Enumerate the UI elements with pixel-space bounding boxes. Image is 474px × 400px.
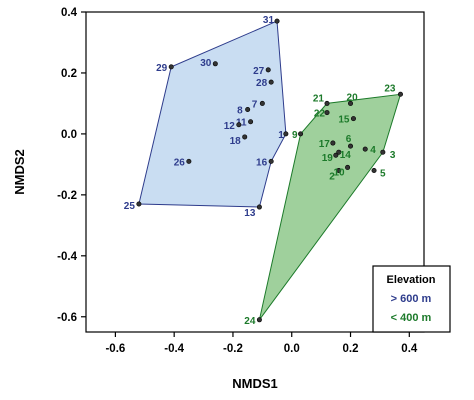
legend-box — [372, 265, 451, 333]
legend-entry-high: > 600 m — [391, 293, 432, 305]
point-marker — [259, 100, 265, 106]
point-marker — [324, 110, 330, 116]
point-label: 26 — [174, 157, 186, 168]
x-tick-label: -0.2 — [223, 343, 243, 355]
y-tick-label: -0.2 — [57, 190, 77, 202]
point-marker — [371, 167, 377, 173]
point-label: 29 — [156, 63, 168, 74]
x-tick-label: 0.4 — [401, 343, 418, 355]
point-label: 1 — [278, 130, 284, 141]
point-marker — [268, 158, 274, 164]
point-marker — [236, 122, 242, 128]
point-marker — [324, 100, 330, 106]
point-label: 2 — [329, 171, 335, 182]
point-label: 14 — [340, 150, 352, 161]
point-label: 24 — [244, 316, 256, 327]
y-tick-label: 0.2 — [61, 68, 77, 80]
y-tick-label: -0.4 — [57, 251, 77, 263]
point-marker — [186, 158, 192, 164]
point-marker — [336, 167, 342, 173]
point-label: 21 — [313, 93, 325, 104]
point-marker — [242, 134, 248, 140]
plot-frame — [85, 11, 425, 333]
point-marker — [348, 100, 354, 106]
point-label: 17 — [319, 139, 331, 150]
point-marker — [330, 140, 336, 146]
point-marker — [345, 164, 351, 170]
point-marker — [268, 79, 274, 85]
point-label: 28 — [256, 78, 268, 89]
x-tick-label: -0.6 — [105, 343, 125, 355]
point-label: 23 — [384, 83, 396, 94]
legend: Elevation > 600 m < 400 m — [372, 265, 451, 333]
point-marker — [380, 149, 386, 155]
y-axis-title: NMDS2 — [12, 149, 27, 195]
point-marker — [245, 107, 251, 113]
point-label: 5 — [380, 168, 386, 179]
point-label: 18 — [230, 136, 242, 147]
hull-layer — [138, 20, 402, 321]
point-label: 7 — [252, 99, 258, 110]
point-label: 25 — [124, 201, 136, 212]
point-marker — [136, 201, 142, 207]
point-label: 30 — [200, 58, 212, 69]
point-label: 22 — [314, 109, 326, 120]
point-marker — [298, 131, 304, 137]
point-marker — [265, 67, 271, 73]
point-marker — [333, 152, 339, 158]
point-marker — [283, 131, 289, 137]
point-label: 16 — [256, 157, 268, 168]
point-label: 11 — [236, 118, 247, 129]
point-label: 19 — [322, 153, 334, 164]
y-tick-label: -0.6 — [57, 312, 77, 324]
point-marker — [256, 204, 262, 210]
legend-entry-low: < 400 m — [391, 312, 432, 324]
legend-title: Elevation — [387, 274, 436, 286]
point-marker — [274, 18, 280, 24]
y-tick-label: 0.4 — [61, 7, 78, 19]
point-label: 6 — [346, 134, 352, 145]
point-label: 4 — [370, 145, 376, 156]
point-marker — [168, 64, 174, 70]
x-tick-label: -0.4 — [164, 343, 184, 355]
point-marker — [212, 61, 218, 67]
x-axis-title: NMDS1 — [232, 376, 278, 391]
hull-polygon-0 — [138, 20, 287, 208]
point-marker — [362, 146, 368, 152]
point-marker — [336, 149, 342, 155]
point-label: 15 — [338, 115, 350, 126]
point-marker — [350, 116, 356, 122]
point-label: 13 — [244, 208, 256, 219]
point-label: 3 — [390, 150, 396, 161]
x-tick-label: 0.2 — [343, 343, 359, 355]
point-marker — [248, 119, 254, 125]
axis-ticks: -0.6 -0.4 -0.2 0.0 0.2 0.4 -0.6 -0.4 -0.2 0.0 0.2 0… — [57, 7, 418, 355]
point-label: 12 — [224, 121, 236, 132]
point-label: 20 — [347, 92, 359, 103]
point-label: 10 — [333, 167, 345, 178]
point-label: 9 — [292, 130, 298, 141]
point-label: 27 — [253, 66, 265, 77]
point-label: 31 — [263, 15, 275, 26]
point-marker — [348, 143, 354, 149]
y-tick-label: 0.0 — [61, 129, 77, 141]
point-label: 8 — [237, 106, 243, 117]
point-marker — [256, 317, 262, 323]
point-marker — [397, 91, 403, 97]
x-tick-label: 0.0 — [284, 343, 300, 355]
